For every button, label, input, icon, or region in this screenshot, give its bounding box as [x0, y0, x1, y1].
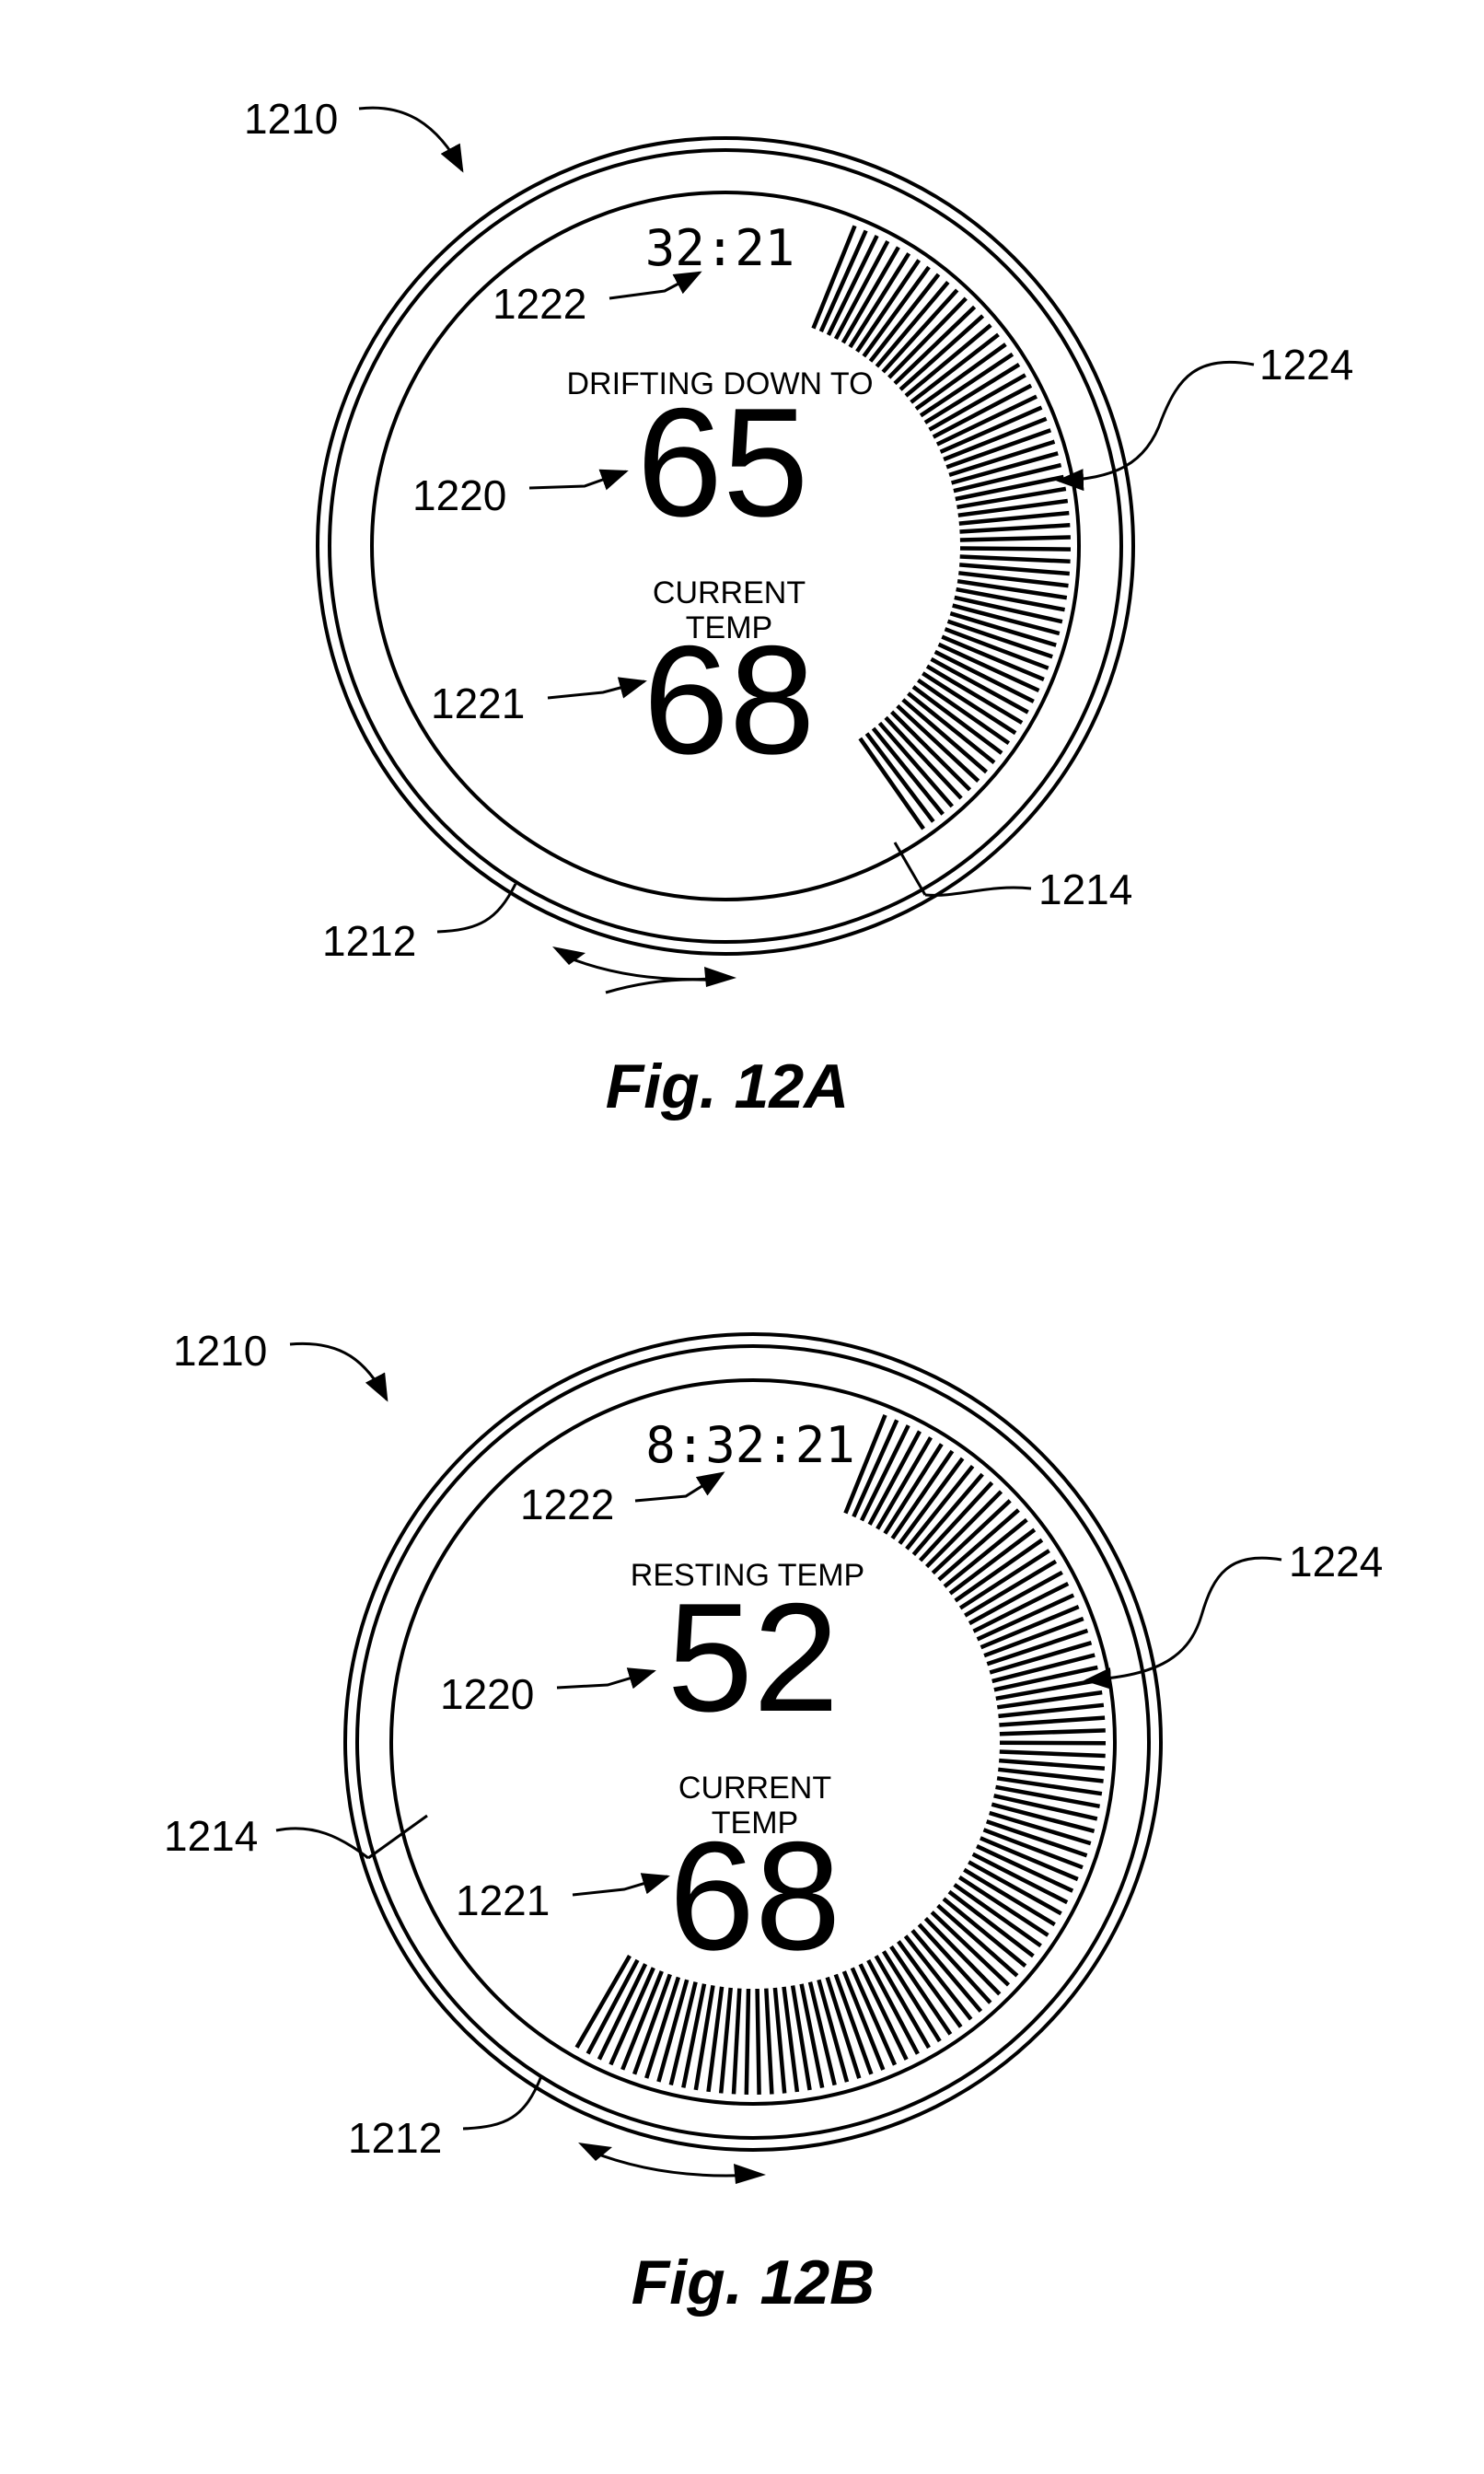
tick-marks: [814, 226, 1072, 829]
tick-mark: [802, 1984, 823, 2088]
ref-1222: 1222: [520, 1481, 614, 1528]
tick-mark: [949, 1892, 1033, 1957]
ref-1221: 1221: [456, 1876, 550, 1924]
leader-1224: [1086, 1558, 1281, 1680]
ref-1224: 1224: [1289, 1538, 1383, 1585]
leader-1212: [437, 884, 516, 932]
leader-1222: [635, 1473, 723, 1501]
leader-1221: [548, 681, 644, 698]
leader-1221: [573, 1876, 667, 1895]
target-temperature: 52: [667, 1571, 840, 1744]
ref-1214: 1214: [1038, 865, 1132, 913]
tick-mark: [1000, 1752, 1106, 1757]
tick-mark: [960, 549, 1071, 550]
tick-marks: [577, 1415, 1107, 2095]
tick-mark: [935, 652, 1034, 702]
ref-1210: 1210: [244, 95, 338, 143]
ref-1210: 1210: [173, 1327, 267, 1375]
elapsed-time: 32:21: [645, 219, 795, 277]
ref-1222: 1222: [493, 280, 586, 328]
leader-1220: [557, 1671, 654, 1688]
leader-1210: [290, 1343, 387, 1400]
ref-1224: 1224: [1259, 341, 1353, 389]
current-label-line1: CURRENT: [678, 1771, 831, 1806]
tick-mark: [588, 1960, 638, 2054]
tick-mark: [999, 1718, 1105, 1725]
tick-mark: [999, 1760, 1105, 1769]
tick-mark: [829, 236, 877, 335]
leader-1220: [529, 471, 626, 488]
current-label-line1: CURRENT: [653, 575, 806, 610]
tick-mark: [758, 1989, 759, 2095]
tick-mark: [1000, 1730, 1106, 1734]
leader-1224: [1059, 362, 1254, 481]
tick-mark: [599, 1964, 645, 2060]
tick-mark: [960, 538, 1071, 540]
rotation-arrow-right-head: [704, 967, 736, 987]
tick-mark: [960, 557, 1071, 562]
leader-1210: [359, 108, 462, 170]
current-temperature: 68: [669, 1809, 841, 1982]
tick-mark: [721, 1988, 731, 2094]
tick-mark: [959, 564, 1070, 574]
tick-mark: [775, 1988, 784, 2094]
figure-12b: 8:32:21 RESTING TEMP 52 CURRENT TEMP 68 …: [164, 1327, 1383, 2317]
tick-mark: [577, 1956, 631, 2048]
tick-mark: [766, 1989, 771, 2095]
target-temperature: 65: [637, 376, 809, 549]
ref-1221: 1221: [431, 679, 525, 727]
rotation-arrow: [589, 2151, 755, 2176]
tick-mark: [960, 525, 1071, 531]
rotation-arrow: [606, 980, 716, 993]
rotation-arrow-right-head: [734, 2164, 766, 2184]
position-indicator-mark: [368, 1816, 427, 1858]
ref-1220: 1220: [412, 471, 506, 519]
tick-mark: [734, 1989, 739, 2095]
current-temperature: 68: [643, 613, 816, 786]
ref-1212: 1212: [348, 2114, 442, 2162]
elapsed-time: 8:32:21: [645, 1416, 855, 1474]
rotation-arrow-curve: [563, 956, 727, 980]
figure-12a: 32:21 DRIFTING DOWN TO 65 CURRENT TEMP 6…: [244, 95, 1353, 1121]
tick-mark: [683, 1984, 704, 2088]
ref-1214: 1214: [164, 1812, 258, 1860]
ref-1220: 1220: [440, 1670, 534, 1718]
figure-label: Fig. 12A: [606, 1051, 850, 1121]
position-indicator-mark: [895, 842, 925, 895]
tick-mark: [747, 1989, 748, 2095]
ref-1212: 1212: [322, 917, 416, 965]
figure-label: Fig. 12B: [632, 2248, 875, 2317]
